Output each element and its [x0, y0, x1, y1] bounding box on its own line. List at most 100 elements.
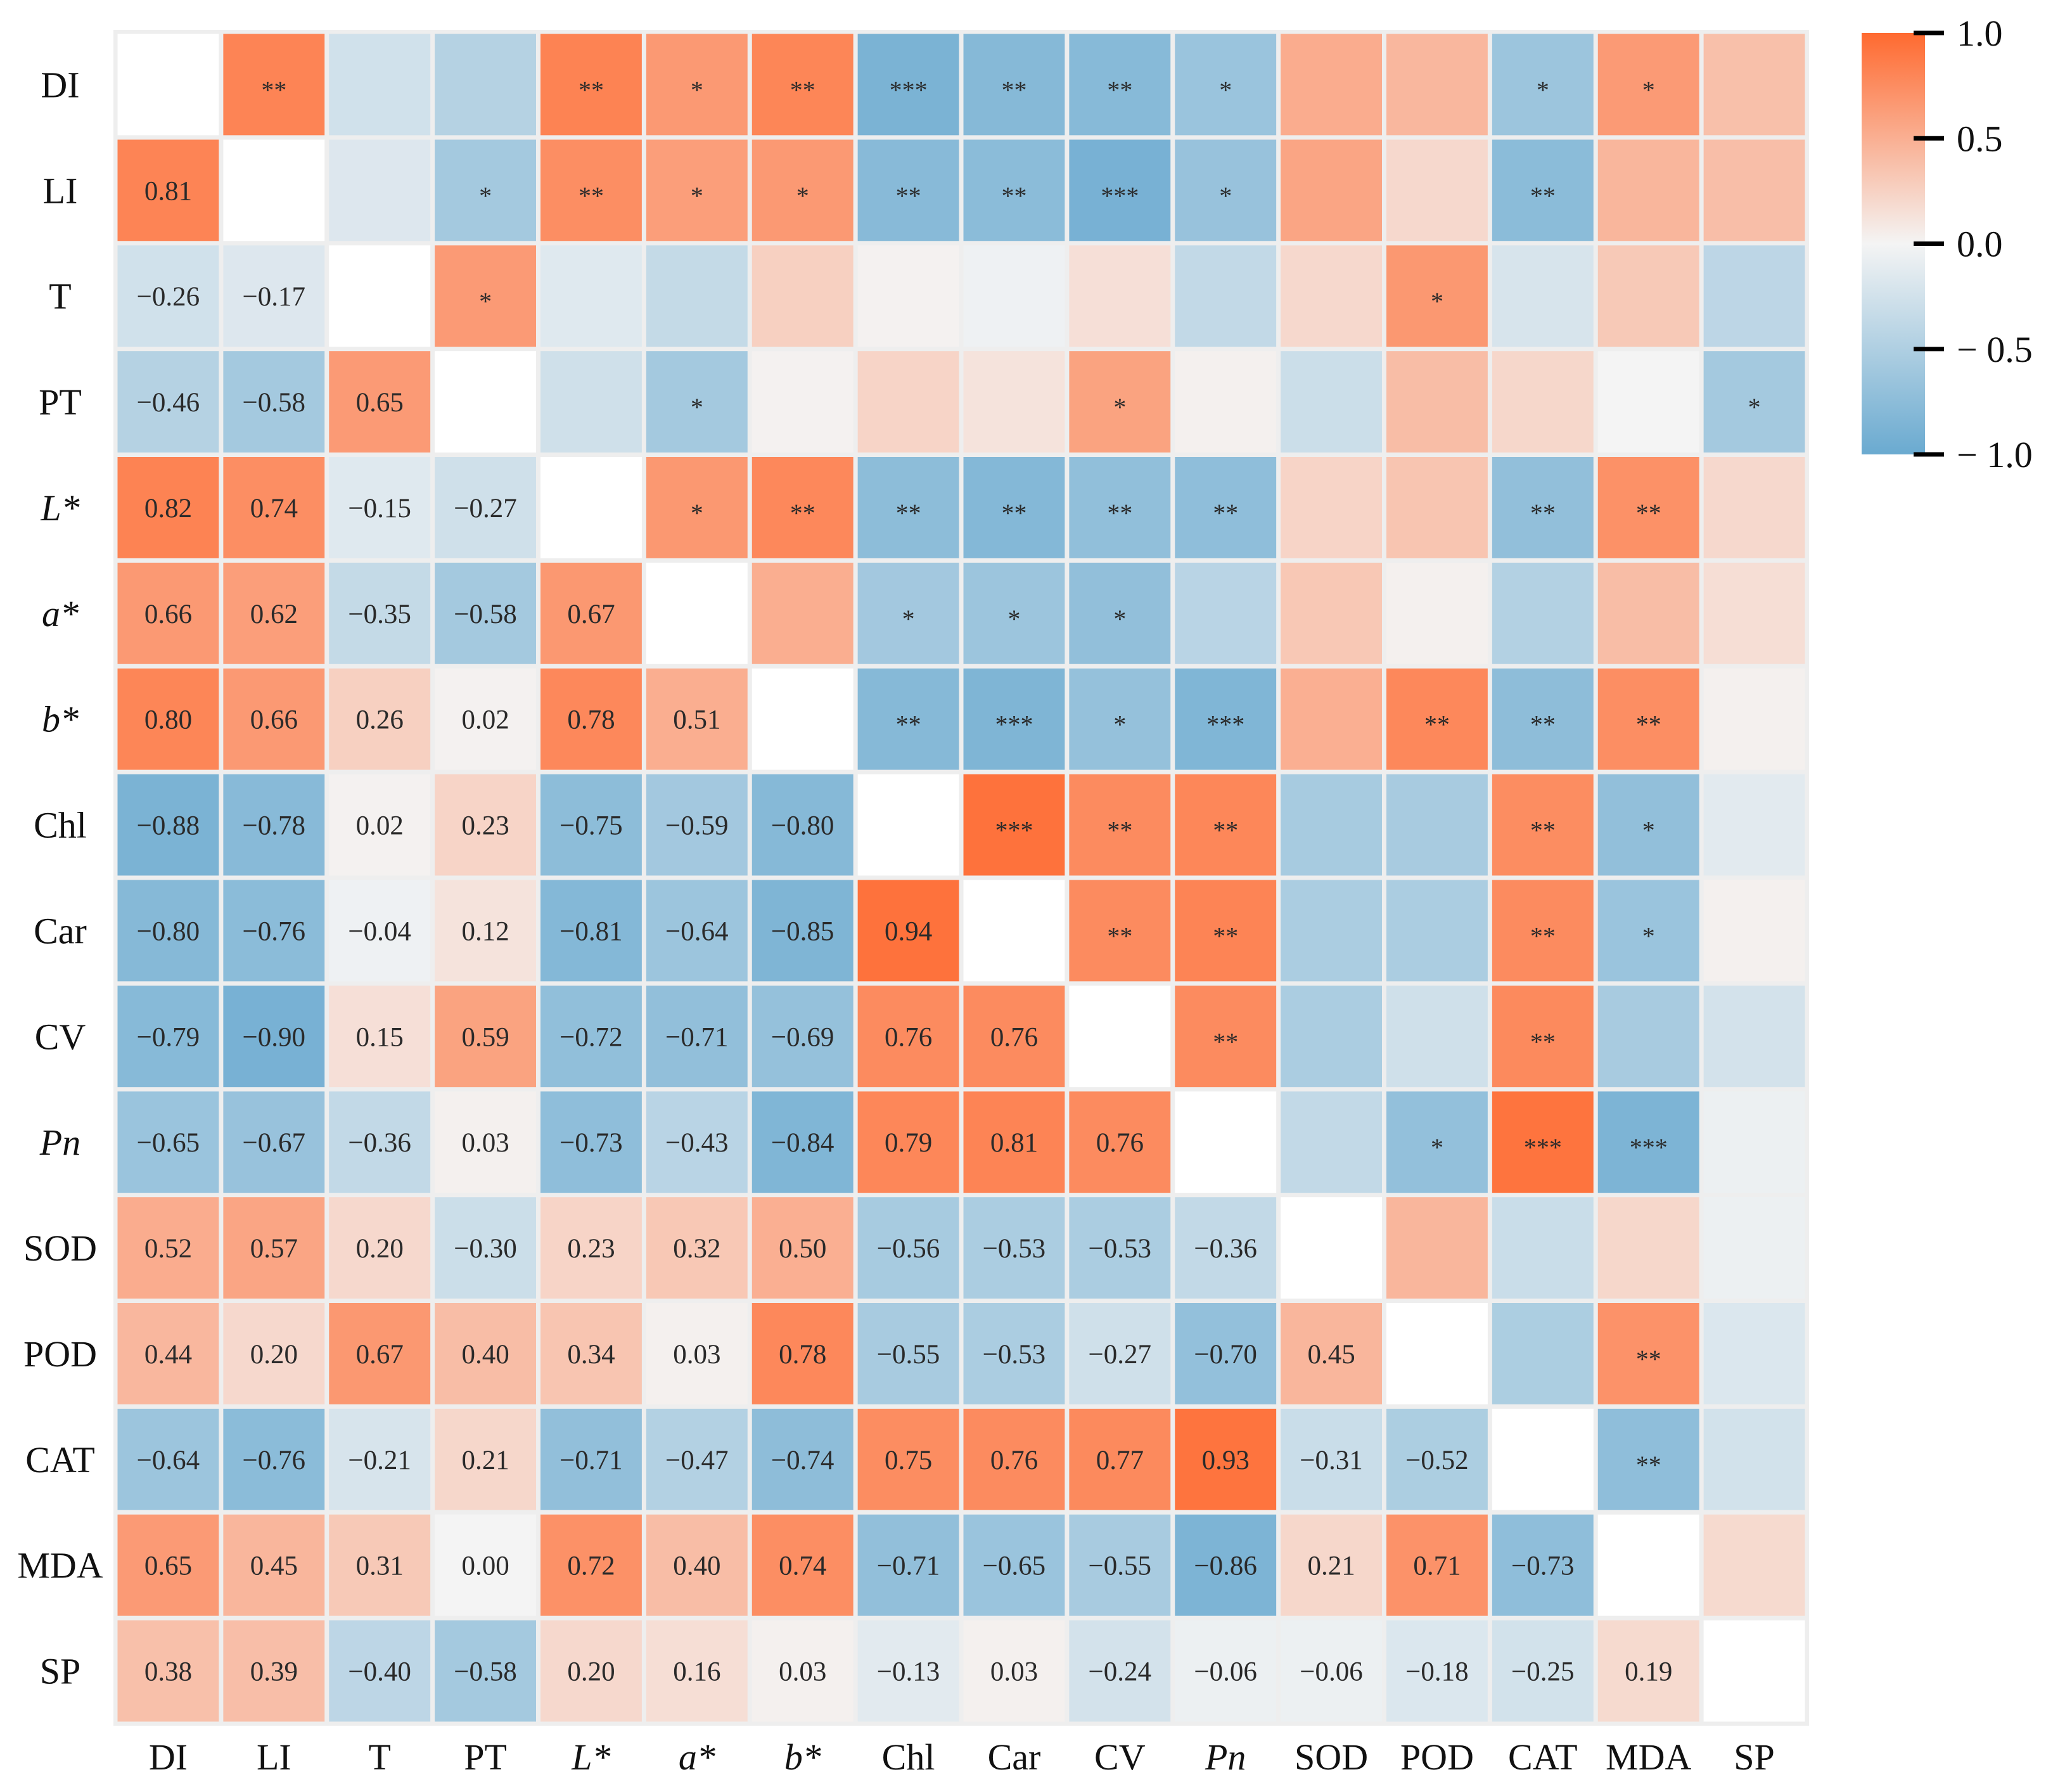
value-label: −0.13 [877, 1657, 940, 1687]
heatmap-cell [223, 668, 325, 770]
heatmap-cell [117, 1091, 219, 1193]
heatmap-cell [646, 880, 748, 982]
row-label: Chl [34, 805, 87, 846]
value-label: −0.67 [243, 1128, 306, 1158]
heatmap-cell [329, 1408, 431, 1510]
value-label: −0.86 [1194, 1551, 1257, 1581]
value-label: −0.69 [771, 1022, 835, 1052]
heatmap-cell [329, 1197, 431, 1299]
value-label: 0.23 [461, 811, 509, 841]
value-label: 0.26 [356, 705, 404, 735]
heatmap-cell [1281, 351, 1382, 453]
heatmap-cell [646, 245, 748, 347]
value-label: −0.81 [560, 916, 623, 946]
heatmap-cell [1703, 880, 1805, 982]
heatmap-cell [1386, 351, 1488, 453]
row-label: CV [35, 1016, 86, 1057]
significance-label: ** [896, 710, 921, 739]
heatmap-cell [223, 1091, 325, 1193]
heatmap-cell [540, 1197, 642, 1299]
value-label: 0.44 [144, 1340, 192, 1370]
significance-label: * [479, 181, 492, 210]
significance-label: ** [1213, 816, 1238, 845]
value-label: 0.67 [356, 1340, 404, 1370]
value-label: 0.40 [673, 1551, 720, 1581]
heatmap-cell [1175, 880, 1277, 982]
row-label: Pn [39, 1122, 80, 1163]
column-label: a* [679, 1736, 715, 1778]
value-label: −0.43 [665, 1128, 729, 1158]
heatmap-cell [646, 351, 748, 453]
heatmap-cell [1175, 562, 1277, 664]
heatmap-cell [435, 1197, 536, 1299]
row-label: LI [43, 170, 78, 211]
heatmap-cell [435, 34, 536, 136]
value-label: −0.72 [560, 1022, 623, 1052]
value-label: 0.78 [567, 705, 615, 735]
heatmap-cell [1281, 139, 1382, 241]
heatmap-cell [1386, 1620, 1488, 1722]
heatmap-cell [1492, 34, 1594, 136]
heatmap-cell [1069, 457, 1171, 558]
heatmap-cell [223, 774, 325, 876]
value-label: 0.57 [250, 1234, 298, 1264]
heatmap-cell [1703, 1514, 1805, 1616]
significance-label: *** [890, 75, 928, 104]
heatmap-cell [1597, 1303, 1699, 1404]
heatmap-cell [857, 774, 959, 876]
heatmap-cell [857, 985, 959, 1088]
column-label: Chl [882, 1736, 935, 1778]
heatmap-cell [1703, 1091, 1805, 1193]
heatmap-cell [1175, 1303, 1277, 1404]
heatmap-cell [1175, 1091, 1277, 1193]
heatmap-cell [117, 139, 219, 241]
column-label: PT [464, 1736, 507, 1778]
heatmap-cell [1492, 1514, 1594, 1616]
value-label: 0.93 [1202, 1446, 1250, 1475]
value-label: 0.66 [250, 705, 298, 735]
significance-label: * [902, 605, 915, 633]
value-label: −0.64 [137, 1446, 200, 1475]
heatmap-cell [1703, 245, 1805, 347]
heatmap-cell [117, 1197, 219, 1299]
value-label: −0.76 [243, 916, 306, 946]
value-label: −0.71 [665, 1022, 729, 1052]
heatmap-cell [540, 34, 642, 136]
value-label: −0.59 [665, 811, 729, 841]
heatmap-cell [751, 1197, 854, 1299]
heatmap-cell [1386, 1408, 1488, 1510]
value-label: −0.58 [454, 1657, 517, 1687]
heatmap-cell [117, 351, 219, 453]
column-label: POD [1400, 1736, 1474, 1778]
significance-label: ** [790, 75, 815, 104]
row-label: T [49, 276, 71, 317]
heatmap-cell [1492, 245, 1594, 347]
heatmap-cell [646, 774, 748, 876]
row-label: DI [41, 64, 79, 105]
heatmap-cell [857, 668, 959, 770]
row-label: Car [34, 910, 87, 951]
row-label: a* [42, 593, 79, 634]
heatmap-cell [751, 985, 854, 1088]
heatmap-cell [1175, 774, 1277, 876]
significance-label: ** [579, 181, 604, 210]
value-label: −0.64 [665, 916, 729, 946]
value-label: 0.94 [885, 916, 932, 946]
value-label: −0.27 [1089, 1340, 1152, 1370]
heatmap-cell [117, 457, 219, 558]
heatmap-cell [1175, 1514, 1277, 1616]
value-label: −0.04 [348, 916, 411, 946]
heatmap-cell [117, 562, 219, 664]
heatmap-cell [540, 1091, 642, 1193]
value-label: 0.81 [990, 1128, 1038, 1158]
row-label: POD [23, 1333, 97, 1375]
significance-label: ** [1213, 499, 1238, 527]
heatmap-cell [1492, 1408, 1594, 1510]
heatmap-cell [329, 1620, 431, 1722]
value-label: 0.03 [779, 1657, 826, 1687]
significance-label: * [691, 75, 703, 104]
value-label: 0.39 [250, 1657, 298, 1687]
row-label: PT [39, 382, 82, 423]
value-label: 0.16 [673, 1657, 720, 1687]
heatmap-cell [1597, 1514, 1699, 1616]
